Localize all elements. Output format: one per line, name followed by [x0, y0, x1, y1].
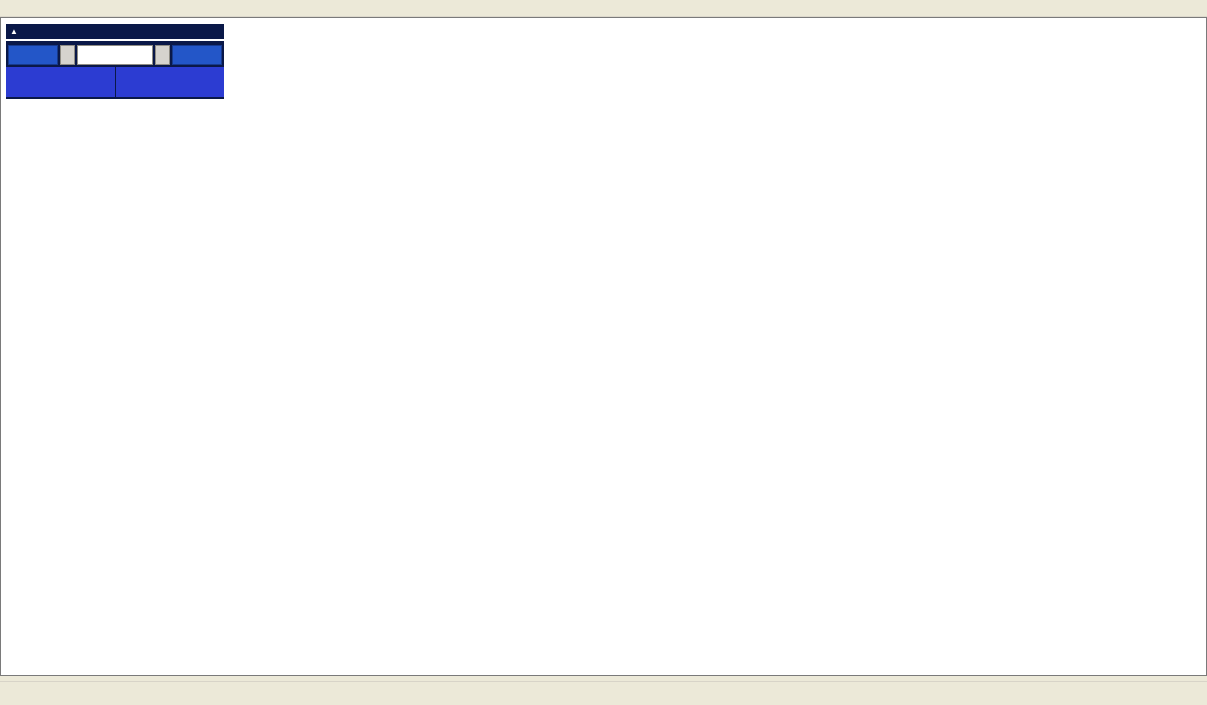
chart-window[interactable] — [0, 17, 1207, 676]
sell-price-display[interactable] — [6, 67, 116, 97]
volume-decrease-button[interactable] — [60, 44, 75, 65]
ohlc-header: ▲ — [6, 24, 224, 39]
buy-button[interactable] — [172, 44, 222, 65]
symbol-triangle-icon: ▲ — [10, 27, 18, 36]
one-click-trading-panel — [6, 41, 224, 99]
buy-price-display[interactable] — [115, 67, 224, 97]
volume-field[interactable] — [77, 44, 153, 65]
trade-panel-prices — [6, 67, 224, 97]
trade-panel-controls — [6, 41, 224, 67]
chart-tab-bar — [0, 681, 1207, 703]
timeframe-toolbar — [0, 0, 1207, 17]
sell-button[interactable] — [8, 44, 58, 65]
volume-increase-button[interactable] — [155, 44, 170, 65]
